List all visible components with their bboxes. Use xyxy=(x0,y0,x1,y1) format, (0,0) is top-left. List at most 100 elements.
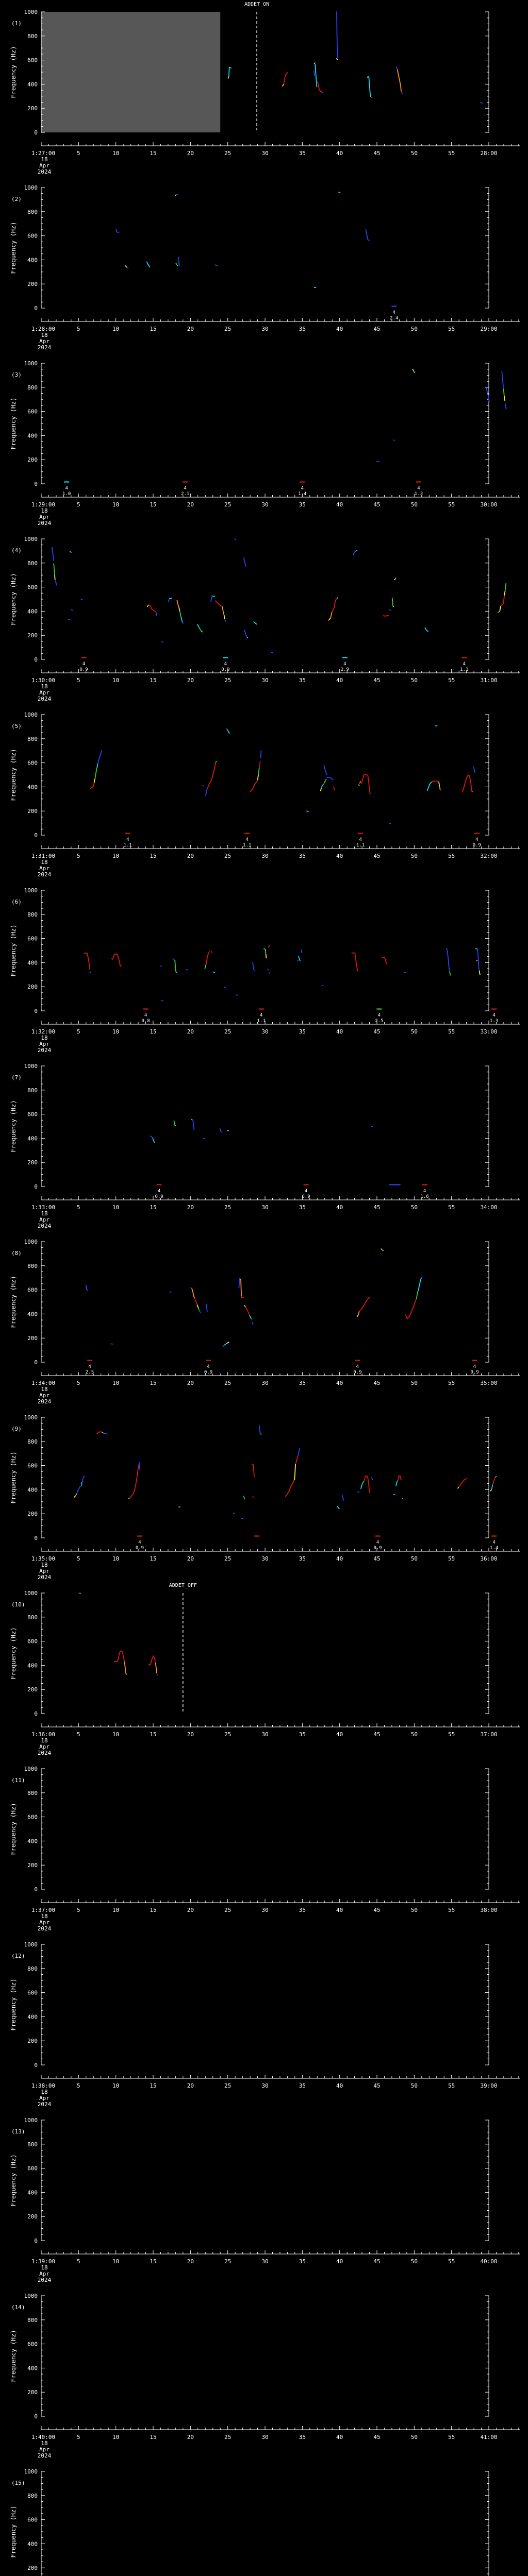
whistle-contour-segment xyxy=(227,729,230,734)
whistle-contour-segment xyxy=(504,590,506,596)
x-tick-label: 25 xyxy=(224,2258,231,2265)
whistle-contour-segment xyxy=(197,623,200,628)
date-line: 2024 xyxy=(38,1750,52,1756)
x-tick-label: 10 xyxy=(112,501,119,508)
whistle-contour-segment xyxy=(205,788,208,796)
detection-marker-value: 1.3 xyxy=(415,492,423,497)
x-tick-label: 5 xyxy=(77,1731,80,1738)
whistle-contour-segment xyxy=(365,229,370,241)
y-axis-title: Frequency (Hz) xyxy=(10,1803,17,1855)
y-axis-title: Frequency (Hz) xyxy=(10,222,17,274)
x-tick-label: 35 xyxy=(299,1907,306,1913)
date-line: 18 xyxy=(41,507,47,514)
whistle-contour-segment xyxy=(176,600,179,608)
x-tick-label: 15 xyxy=(150,1907,156,1913)
panel-13[interactable]: 0 200 400 600 800 1000 1:39:00 5 10 15 20 25 30 35 40 4… xyxy=(0,2108,528,2284)
whistle-contour-segment xyxy=(111,953,122,967)
whistle-contour-segment xyxy=(244,1305,246,1307)
panel-index-label: (12) xyxy=(11,1953,25,1959)
date-line: Apr xyxy=(39,2095,50,2102)
whistle-contour-segment xyxy=(412,369,414,371)
y-tick-label: 400 xyxy=(27,2013,38,2020)
whistle-contour-segment xyxy=(461,774,472,793)
panel-background xyxy=(0,527,528,703)
whistle-contour-segment xyxy=(84,952,90,970)
panel-index-label: (10) xyxy=(11,1601,25,1608)
y-tick-label: 1000 xyxy=(24,711,38,718)
panel-background xyxy=(0,1405,528,1581)
date-line: 18 xyxy=(41,2089,47,2095)
x-tick-label: 25 xyxy=(224,1907,231,1913)
y-tick-label: 800 xyxy=(27,1790,38,1797)
y-tick-label: 200 xyxy=(27,1335,38,1342)
no-data-mask xyxy=(41,12,221,132)
y-tick-label: 200 xyxy=(27,2389,38,2396)
x-tick-label: 55 xyxy=(448,1555,455,1562)
y-tick-label: 200 xyxy=(27,2213,38,2220)
date-line: 2024 xyxy=(38,1925,52,1932)
panel-7[interactable]: 0 200 400 600 800 1000 1:33:00 5 10 15 20 25 30 35 40 4… xyxy=(0,1054,528,1230)
whistle-contour-segment xyxy=(224,986,226,988)
panel-1[interactable]: 0 200 400 600 800 1000 1:27:00 5 10 15 20 25 30 35 40 4… xyxy=(0,0,528,176)
panel-12[interactable]: 0 200 400 600 800 1000 1:38:00 5 10 15 20 25 30 35 40 4… xyxy=(0,1933,528,2108)
x-tick-label: 35 xyxy=(299,1204,306,1211)
x-start-time-label: 1:29:00 xyxy=(31,501,55,508)
detection-marker-count: 4 xyxy=(301,486,304,491)
x-tick-label: 10 xyxy=(112,2258,119,2265)
axes xyxy=(41,1592,520,1727)
panel-10[interactable]: 0 200 400 600 800 1000 1:36:00 5 10 15 20 25 30 35 40 4… xyxy=(0,1581,528,1757)
whistle-contour-segment xyxy=(504,395,505,401)
panel-index-label: (2) xyxy=(11,196,22,202)
date-line: Apr xyxy=(39,1392,50,1399)
detection-marker-count: 4 xyxy=(158,1189,160,1194)
x-end-time-label: 37:00 xyxy=(480,1731,497,1738)
x-tick-label: 35 xyxy=(299,501,306,508)
whistle-contour-segment xyxy=(245,1306,250,1315)
panel-4[interactable]: 0 200 400 600 800 1000 1:30:00 5 10 15 20 25 30 35 40 4… xyxy=(0,527,528,703)
detection-marker-count: 4 xyxy=(246,837,249,842)
whistle-contour-segment xyxy=(285,1480,295,1497)
whistle-contour-segment xyxy=(174,959,176,972)
whistle-contour-segment xyxy=(207,762,217,789)
panel-3[interactable]: 0 200 400 600 800 1000 1:29:00 5 10 15 20 25 30 35 40 4… xyxy=(0,351,528,527)
x-tick-label: 40 xyxy=(336,150,343,157)
detection-marker-value: 1.4 xyxy=(490,1546,498,1551)
whistle-contour-segment xyxy=(449,971,451,976)
x-tick-label: 55 xyxy=(448,2082,455,2089)
y-tick-label: 800 xyxy=(27,1614,38,1621)
panel-15[interactable]: 020040060080010001:41:005101520253035404… xyxy=(0,2460,528,2576)
y-tick-label: 400 xyxy=(27,1311,38,1317)
whistle-contour-segment xyxy=(223,615,225,619)
x-tick-label: 10 xyxy=(112,150,119,157)
whistle-contour-segment xyxy=(360,1483,363,1489)
whistle-contour-segment xyxy=(219,1128,222,1133)
panel-14[interactable]: 0 200 400 600 800 1000 1:40:00 5 10 15 20 25 30 35 40 4… xyxy=(0,2284,528,2460)
whistle-contour-segment xyxy=(381,957,388,964)
date-line: 2024 xyxy=(38,1398,52,1405)
axes xyxy=(41,11,520,146)
y-tick-label: 0 xyxy=(34,1008,38,1014)
y-tick-label: 200 xyxy=(27,456,38,463)
x-tick-label: 20 xyxy=(187,1731,194,1738)
whistle-contour-segment xyxy=(298,956,301,961)
panel-6[interactable]: 0 200 400 600 800 1000 1:32:00 5 10 15 20 25 30 35 40 4… xyxy=(0,878,528,1054)
whistle-contour-segment xyxy=(370,793,372,794)
whistle-contour-segment xyxy=(53,563,55,575)
whistle-contour-segment xyxy=(446,947,450,972)
date-line: 2024 xyxy=(38,2101,52,2108)
axes xyxy=(41,2295,520,2430)
y-tick-label: 0 xyxy=(34,129,38,136)
x-tick-label: 45 xyxy=(373,150,380,157)
panel-11[interactable]: 0 200 400 600 800 1000 1:37:00 5 10 15 20 25 30 35 40 4… xyxy=(0,1757,528,1933)
panel-index-label: (5) xyxy=(11,723,22,730)
panel-5[interactable]: 0 200 400 600 800 1000 1:31:00 5 10 15 20 25 30 35 40 4… xyxy=(0,703,528,878)
x-tick-label: 50 xyxy=(411,2258,418,2265)
panel-8[interactable]: 0 200 400 600 800 1000 1:34:00 5 10 15 20 25 30 35 40 4… xyxy=(0,1230,528,1405)
whistle-contour-segment xyxy=(321,784,324,787)
panel-9[interactable]: 0 200 400 600 800 1000 1:35:00 5 10 15 20 25 30 35 40 4… xyxy=(0,1405,528,1581)
axis-labels: 0 200 400 600 800 1000 1:33:00 5 10 15 20 25 30 35 40 4… xyxy=(24,1063,498,1229)
panel-2[interactable]: 0 200 400 600 800 1000 1:28:00 5 10 15 20 25 30 35 40 4… xyxy=(0,176,528,351)
whistle-contour-segment xyxy=(364,1475,370,1493)
x-tick-label: 10 xyxy=(112,2082,119,2089)
x-tick-label: 15 xyxy=(150,2258,156,2265)
